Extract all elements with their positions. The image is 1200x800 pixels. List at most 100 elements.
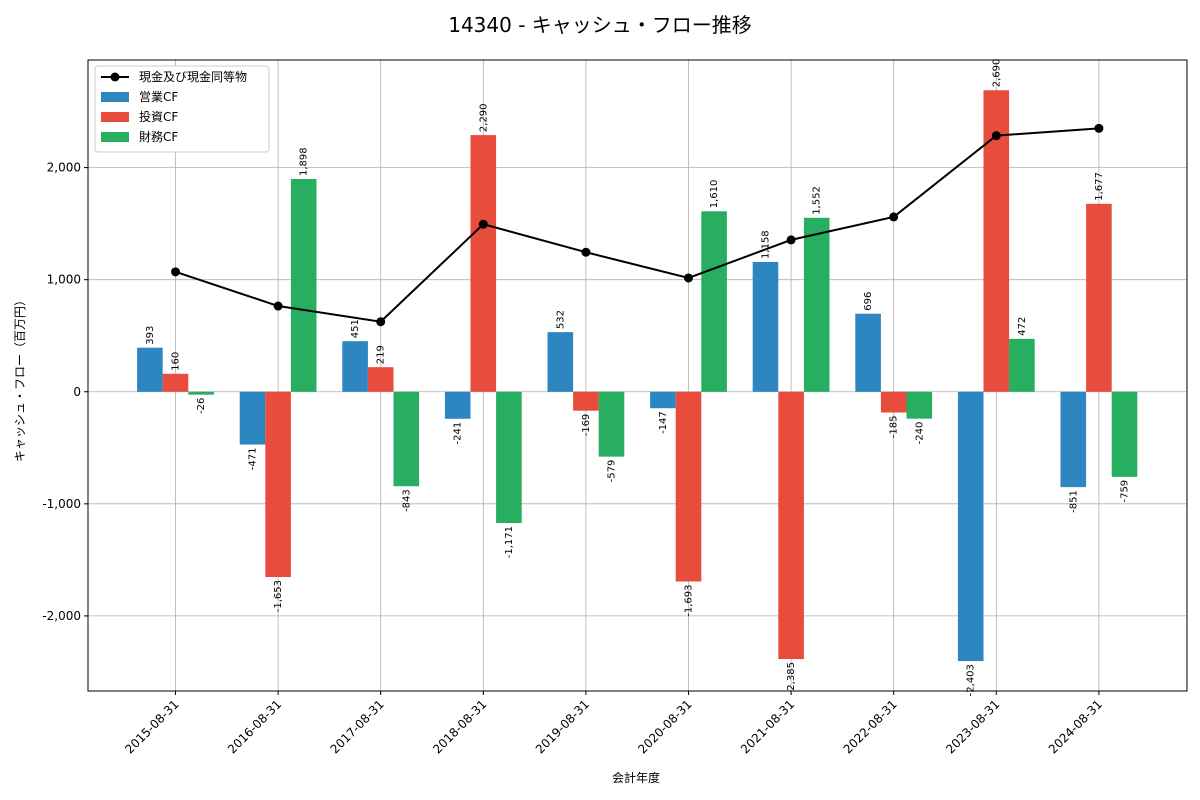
y-tick-label: 0 <box>73 385 81 399</box>
legend-label: 財務CF <box>139 129 178 144</box>
x-axis-label: 会計年度 <box>612 770 660 785</box>
bar <box>1060 391 1087 488</box>
bar <box>342 341 368 392</box>
bar <box>1111 391 1138 477</box>
x-tick-label: 2018-08-31 <box>430 697 489 756</box>
data-label: 1,610 <box>709 180 720 209</box>
data-label: -2,403 <box>966 664 977 696</box>
data-label: -169 <box>581 414 592 437</box>
x-tick-label: 2023-08-31 <box>943 697 1002 756</box>
cash-point <box>376 317 386 327</box>
y-tick-label: -2,000 <box>42 609 81 623</box>
bar <box>598 391 625 457</box>
bar <box>188 391 214 395</box>
x-tick-label: 2019-08-31 <box>533 697 592 756</box>
legend-label: 投資CF <box>139 109 178 124</box>
data-label: 451 <box>350 319 361 338</box>
plot-frame <box>87 59 1188 692</box>
x-tick-label: 2021-08-31 <box>738 697 797 756</box>
data-label: -1,693 <box>684 584 695 616</box>
bar-series <box>137 90 1138 662</box>
y-tick-label: 2,000 <box>47 161 81 175</box>
data-label: -240 <box>914 422 925 445</box>
data-label: 219 <box>376 345 387 364</box>
bar <box>496 391 522 523</box>
legend-swatch <box>101 112 129 122</box>
data-label: 2,290 <box>478 103 489 132</box>
bar <box>855 313 881 392</box>
bar <box>752 261 779 392</box>
cash-point <box>478 219 488 229</box>
bar <box>906 391 933 419</box>
bar <box>239 391 266 445</box>
cash-point <box>684 273 693 283</box>
cash-point <box>991 131 1001 141</box>
cash-point <box>889 212 899 222</box>
bar <box>675 391 702 582</box>
data-label: -1,171 <box>504 526 515 558</box>
legend-label: 営業CF <box>139 90 178 104</box>
x-tick-label: 2024-08-31 <box>1046 697 1105 756</box>
bar <box>983 90 1010 392</box>
legend-swatch <box>101 132 129 142</box>
data-label: -471 <box>248 448 259 471</box>
data-label: 472 <box>1017 317 1028 336</box>
data-label: -185 <box>889 415 900 438</box>
data-label: -759 <box>1120 480 1131 503</box>
data-label: -1,653 <box>273 580 284 612</box>
data-label: 1,898 <box>299 147 310 176</box>
data-label: -241 <box>453 422 464 445</box>
data-label: 393 <box>145 326 156 345</box>
bar <box>290 179 317 392</box>
cash-line <box>175 127 1099 323</box>
bar <box>137 347 163 392</box>
data-label: 1,677 <box>1094 172 1105 201</box>
bar <box>367 367 394 392</box>
bar <box>1086 203 1112 392</box>
cash-point <box>581 247 591 257</box>
bar <box>701 211 727 392</box>
line-series <box>171 123 1104 327</box>
cash-point <box>273 301 283 311</box>
bar <box>265 391 291 578</box>
legend-label: 現金及び現金同等物 <box>139 69 247 84</box>
y-axis-label: キャッシュ・フロー（百万円） <box>13 294 27 462</box>
x-tick-label: 2015-08-31 <box>122 697 181 756</box>
data-label: -26 <box>196 398 207 414</box>
data-label: -843 <box>401 489 412 512</box>
cash-point <box>786 235 796 245</box>
bar <box>880 391 907 413</box>
x-tick-label: 2022-08-31 <box>841 697 900 756</box>
y-tick-label: -1,000 <box>42 497 81 511</box>
data-label: -851 <box>1068 490 1079 513</box>
data-labels: 393 -471 451 -241 532 -147 1,158 696 -2,403 -851 1… <box>145 59 1131 697</box>
x-tick-label: 2016-08-31 <box>225 697 284 756</box>
bar <box>803 217 830 392</box>
data-label: 1,552 <box>812 186 823 215</box>
y-tick-label: 1,000 <box>47 273 81 287</box>
bar <box>650 391 676 409</box>
legend-point-marker <box>110 72 120 82</box>
bar <box>444 391 471 419</box>
bar <box>393 391 420 487</box>
data-label: -147 <box>658 411 669 434</box>
chart-title: 14340 - キャッシュ・フロー推移 <box>448 13 752 37</box>
data-label: 532 <box>555 310 566 329</box>
legend-box <box>94 65 270 153</box>
cash-point <box>1094 123 1104 133</box>
bar <box>162 373 189 392</box>
bar <box>573 391 599 411</box>
cash-point <box>171 267 180 277</box>
bar <box>470 135 497 392</box>
bar <box>778 391 804 660</box>
data-label: -579 <box>607 460 618 483</box>
data-label: 160 <box>171 352 182 371</box>
bar <box>957 391 984 662</box>
data-label: -2,385 <box>786 662 797 694</box>
data-label: 2,690 <box>991 59 1002 88</box>
data-label: 1,158 <box>761 230 772 259</box>
legend-swatch <box>101 92 129 102</box>
data-label: 696 <box>863 292 874 311</box>
